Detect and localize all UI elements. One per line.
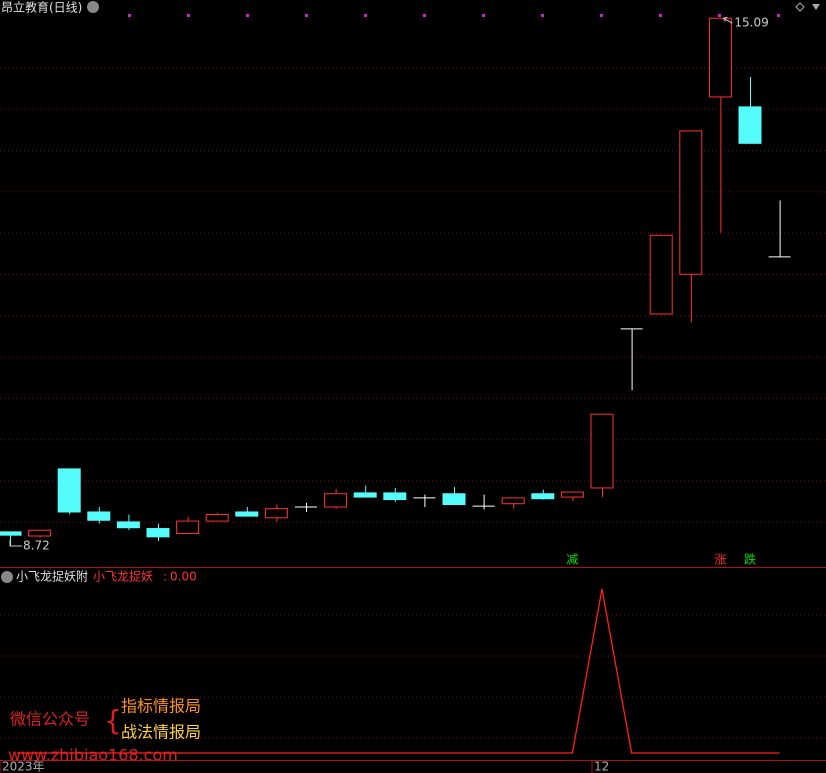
- legend-value: 0.00: [170, 570, 197, 584]
- candle-body: [590, 413, 614, 489]
- candle-body: [353, 492, 377, 498]
- candle-body: [264, 508, 288, 519]
- chart-title: 昂立教育(日线): [1, 0, 82, 15]
- candle-body: [708, 17, 732, 98]
- candle-body: [87, 511, 111, 521]
- dot: [128, 14, 131, 17]
- candle-body: [28, 529, 52, 537]
- grid: [0, 14, 826, 739]
- icon[interactable]: [812, 4, 820, 10]
- dot: [659, 14, 662, 17]
- candle-body: [205, 513, 229, 522]
- dot: [187, 14, 190, 17]
- candle-body: [501, 497, 525, 505]
- indicator-line: [17, 588, 780, 754]
- candle-body: [57, 468, 81, 513]
- arrow: [722, 16, 733, 24]
- watermark: 指标情报局: [121, 697, 201, 716]
- dot: [246, 14, 249, 17]
- legend-sep: :: [163, 570, 167, 584]
- candle-body: [442, 493, 466, 506]
- dot: [482, 14, 485, 17]
- indicator-title: 小飞龙捉妖附: [16, 569, 88, 584]
- dot: [541, 14, 544, 17]
- candle-body: [679, 130, 703, 275]
- min-price-label: 8.72: [23, 538, 50, 552]
- candle-body: [0, 531, 22, 536]
- menu-icon[interactable]: [87, 1, 99, 13]
- signal-label: 减: [566, 553, 578, 567]
- watermark: 微信公众号: [10, 710, 90, 729]
- arrow: [9, 539, 22, 547]
- signal-label: 涨: [714, 552, 726, 567]
- watermark-url: www.zhibiao168.com: [8, 746, 178, 765]
- dot: [364, 14, 367, 17]
- candle-body: [176, 520, 200, 535]
- menu-icon[interactable]: [1, 571, 13, 583]
- dot: [777, 14, 780, 17]
- dot: [718, 14, 721, 17]
- x-tick-label: 2023年: [2, 760, 45, 773]
- candle-body: [738, 106, 762, 144]
- watermark: 战法情报局: [121, 723, 201, 742]
- icon[interactable]: [795, 2, 805, 12]
- candle-body: [649, 234, 673, 315]
- signal-label: 跌: [744, 552, 756, 567]
- candle-body: [116, 521, 140, 529]
- candle-body: [383, 492, 407, 501]
- dot: [305, 14, 308, 17]
- dot: [600, 14, 603, 17]
- x-tick-label: 12: [594, 760, 609, 773]
- dot: [423, 14, 426, 17]
- watermark-brace: {: [104, 704, 122, 737]
- max-price-label: 15.09: [734, 16, 768, 30]
- candle-body: [146, 528, 170, 538]
- candle-body: [324, 493, 348, 508]
- candle-body: [560, 491, 584, 498]
- candle-body: [531, 493, 555, 500]
- candle-body: [235, 511, 259, 517]
- legend-name: 小飞龙捉妖: [93, 569, 153, 584]
